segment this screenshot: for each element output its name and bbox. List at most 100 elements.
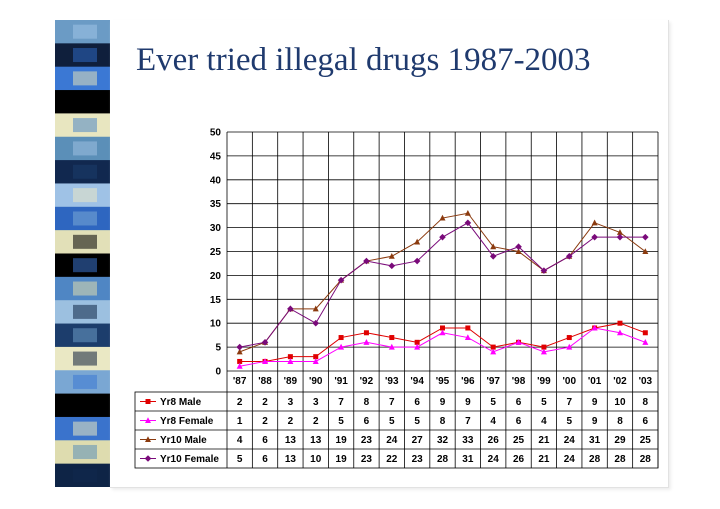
table-cell-value: 19	[336, 435, 348, 446]
data-table: '87 '88 '89 '90 '91 '92 '93 '94 '95 '96 '97 '98 '99 '…	[134, 371, 659, 469]
data-point	[617, 320, 623, 326]
data-point	[287, 305, 294, 313]
table-cell-value: 5	[389, 416, 395, 427]
table-cell-value: 6	[643, 416, 649, 427]
x-tick-label: '92	[360, 376, 374, 387]
y-tick-label: 35	[210, 199, 222, 210]
strip-block-inner	[73, 328, 97, 343]
table-cell-value: 8	[643, 397, 649, 408]
data-point	[261, 339, 269, 346]
table-cell-value: 4	[541, 416, 547, 427]
y-tick-label: 30	[210, 223, 222, 234]
data-point	[313, 354, 319, 360]
strip-block-inner	[73, 444, 97, 459]
strip-block-inner	[73, 421, 97, 436]
strip-block-inner	[73, 281, 97, 296]
data-point	[464, 219, 472, 227]
data-point	[490, 348, 497, 355]
y-tick-label: 45	[210, 151, 222, 162]
x-tick-label: '98	[512, 376, 526, 387]
table-cell-value: 6	[364, 416, 370, 427]
data-point	[414, 339, 420, 345]
strip-block-inner	[73, 351, 97, 366]
x-tick-label: '90	[309, 376, 323, 387]
data-point	[439, 214, 446, 221]
y-tick-label: 25	[210, 247, 222, 258]
data-point	[388, 252, 395, 259]
strip-block-inner	[73, 164, 97, 179]
y-tick-label: 40	[210, 175, 222, 186]
data-point	[413, 257, 421, 265]
table-cell-value: 5	[237, 454, 243, 465]
data-point	[145, 417, 151, 423]
table-cell-value: 31	[589, 435, 601, 446]
table-cell-value: 6	[262, 454, 268, 465]
data-point	[591, 324, 598, 331]
x-tick-label: '87	[233, 376, 247, 387]
data-point	[237, 358, 243, 364]
table-cell-value: 24	[564, 454, 576, 465]
table-cell-value: 24	[564, 435, 576, 446]
x-tick-label: '95	[436, 376, 450, 387]
x-tick-label: '88	[258, 376, 272, 387]
table-cell-value: 7	[389, 397, 395, 408]
table-cell-value: 7	[338, 397, 344, 408]
data-point	[363, 330, 369, 336]
table-cell-value: 8	[440, 416, 446, 427]
data-point	[337, 276, 345, 284]
table-cell-value: 6	[516, 416, 522, 427]
data-point	[490, 344, 496, 350]
legend-entry: Yr8 Female	[160, 416, 214, 427]
data-point	[388, 343, 395, 350]
slide-title: Ever tried illegal drugs 1987-2003	[136, 42, 591, 78]
data-point	[541, 344, 547, 350]
strip-block-inner	[73, 304, 97, 319]
data-point	[287, 354, 293, 360]
chart-grid	[226, 131, 659, 372]
table-cell-value: 6	[516, 397, 522, 408]
table-cell-value: 10	[614, 397, 626, 408]
table-cell-value: 28	[589, 454, 601, 465]
data-point	[642, 233, 649, 241]
x-tick-label: '02	[613, 376, 627, 387]
x-tick-label: '89	[284, 376, 298, 387]
strip-block-inner	[73, 48, 97, 63]
table-cell-value: 28	[614, 454, 626, 465]
table-cell-value: 6	[414, 397, 420, 408]
x-tick-label: '93	[385, 376, 399, 387]
x-tick-label: '94	[410, 376, 424, 387]
data-point	[642, 248, 649, 254]
table-cell-value: 26	[488, 435, 500, 446]
data-point	[312, 319, 320, 327]
table-cell-value: 29	[614, 435, 626, 446]
data-point	[591, 219, 598, 226]
strip-block-inner	[73, 211, 97, 226]
data-point	[363, 339, 370, 345]
data-point	[565, 252, 573, 260]
slide-frame	[110, 20, 669, 488]
legend-entry: Yr10 Male	[160, 435, 207, 446]
data-point	[236, 348, 243, 355]
strip-block-inner	[73, 234, 97, 249]
table-cell-value: 28	[640, 454, 652, 465]
data-point	[144, 455, 152, 462]
strip-block-inner	[73, 468, 97, 483]
table-cell-value: 24	[386, 435, 398, 446]
data-point	[489, 252, 497, 260]
data-point	[616, 329, 623, 336]
data-point	[540, 348, 547, 355]
table-cell-value: 2	[262, 397, 268, 408]
x-tick-label: '96	[461, 376, 475, 387]
data-point	[312, 305, 319, 312]
table-cell-value: 28	[437, 454, 449, 465]
strip-block-inner	[73, 374, 97, 389]
decorative-strip	[55, 20, 110, 487]
table-cell-value: 25	[640, 435, 652, 446]
strip-block-inner	[73, 71, 97, 86]
x-tick-label: '97	[486, 376, 500, 387]
table-cell-value: 13	[285, 435, 297, 446]
data-point	[338, 335, 344, 341]
data-point	[515, 339, 522, 345]
series-lines	[236, 209, 649, 369]
table-cell-value: 5	[541, 397, 547, 408]
